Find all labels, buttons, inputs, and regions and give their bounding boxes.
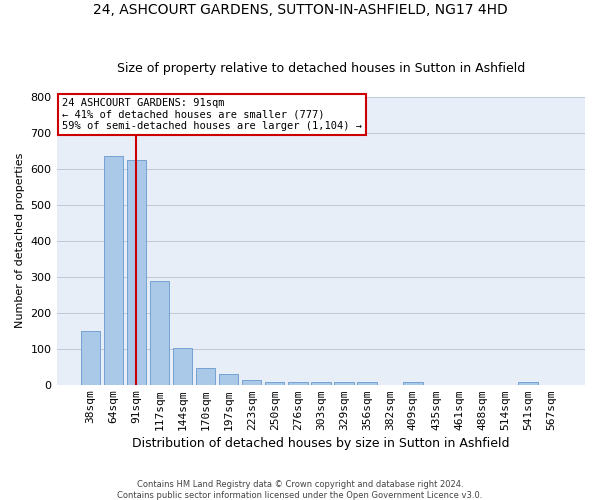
Bar [173, 348, 193, 385]
Text: 24, ASHCOURT GARDENS, SUTTON-IN-ASHFIELD, NG17 4HD: 24, ASHCOURT GARDENS, SUTTON-IN-ASHFIELD… [92, 2, 508, 16]
Text: 24 ASHCOURT GARDENS: 91sqm
← 41% of detached houses are smaller (777)
59% of sem: 24 ASHCOURT GARDENS: 91sqm ← 41% of deta… [62, 98, 362, 131]
Bar [518, 382, 538, 384]
Bar [265, 382, 284, 384]
Bar [219, 374, 238, 384]
Bar [80, 332, 100, 384]
Bar [149, 281, 169, 384]
Bar [104, 156, 123, 384]
Y-axis label: Number of detached properties: Number of detached properties [15, 153, 25, 328]
Bar [357, 382, 377, 384]
X-axis label: Distribution of detached houses by size in Sutton in Ashfield: Distribution of detached houses by size … [132, 437, 509, 450]
Bar [334, 382, 353, 384]
Title: Size of property relative to detached houses in Sutton in Ashfield: Size of property relative to detached ho… [116, 62, 525, 74]
Bar [127, 160, 146, 384]
Text: Contains HM Land Registry data © Crown copyright and database right 2024.
Contai: Contains HM Land Registry data © Crown c… [118, 480, 482, 500]
Bar [242, 380, 262, 384]
Bar [403, 382, 423, 384]
Bar [311, 382, 331, 384]
Bar [196, 368, 215, 384]
Bar [288, 382, 308, 384]
